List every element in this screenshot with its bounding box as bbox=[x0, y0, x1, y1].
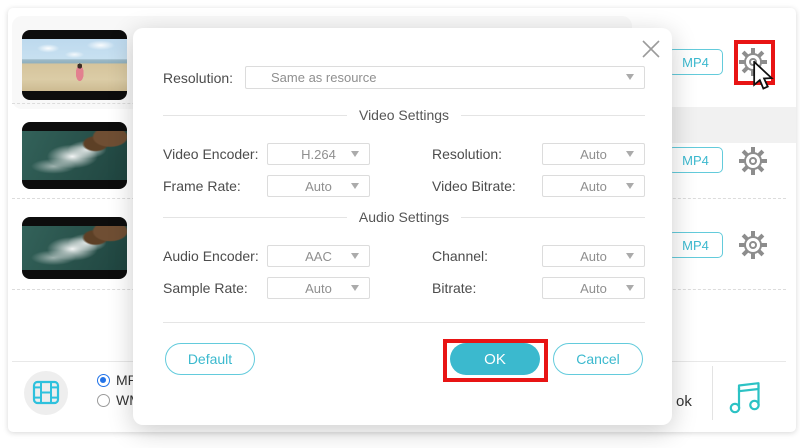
sample-rate-dropdown[interactable]: Auto bbox=[267, 277, 370, 299]
cancel-button[interactable]: Cancel bbox=[553, 343, 643, 375]
music-note-icon[interactable] bbox=[727, 379, 764, 415]
dropdown-arrow-icon bbox=[626, 183, 634, 189]
format-button-mp4-row2[interactable]: MP4 bbox=[668, 147, 723, 173]
frame-rate-label: Frame Rate: bbox=[163, 178, 241, 194]
dropdown-arrow-icon bbox=[626, 74, 634, 80]
dropdown-arrow-icon bbox=[351, 183, 359, 189]
audio-encoder-label: Audio Encoder: bbox=[163, 248, 259, 264]
video-thumbnail-3[interactable] bbox=[22, 217, 127, 279]
resolution-value: Same as resource bbox=[271, 70, 377, 85]
video-settings-title: Video Settings bbox=[358, 107, 450, 123]
footer-divider bbox=[163, 322, 645, 323]
gear-icon-row3[interactable] bbox=[738, 230, 768, 260]
bitrate-label: Bitrate: bbox=[432, 280, 477, 296]
format-button-mp4-row3[interactable]: MP4 bbox=[668, 232, 723, 258]
gear-icon-row2[interactable] bbox=[738, 146, 768, 176]
video-thumbnail-1[interactable] bbox=[22, 30, 127, 100]
dropdown-arrow-icon bbox=[351, 285, 359, 291]
video-encoder-dropdown[interactable]: H.264 bbox=[267, 143, 370, 165]
dropdown-arrow-icon bbox=[351, 151, 359, 157]
waves-thumbnail-image bbox=[22, 226, 127, 270]
film-icon-circle bbox=[24, 371, 68, 415]
dropdown-arrow-icon bbox=[626, 253, 634, 259]
radio-format-mp4[interactable] bbox=[97, 374, 110, 387]
close-icon[interactable] bbox=[638, 36, 664, 62]
resolution-dropdown[interactable]: Same as resource bbox=[245, 66, 645, 89]
video-thumbnail-2[interactable] bbox=[22, 122, 127, 189]
audio-settings-header: Audio Settings bbox=[163, 209, 646, 225]
audio-settings-title: Audio Settings bbox=[358, 209, 450, 225]
video-bitrate-label: Video Bitrate: bbox=[432, 178, 516, 194]
beach-thumbnail-image bbox=[22, 39, 127, 91]
ok-annotation-box bbox=[443, 339, 548, 382]
dropdown-arrow-icon bbox=[351, 253, 359, 259]
bottom-bar-vertical-divider bbox=[712, 366, 713, 420]
frame-rate-dropdown[interactable]: Auto bbox=[267, 175, 370, 197]
default-button[interactable]: Default bbox=[165, 343, 255, 375]
format-button-mp4-row1[interactable]: MP4 bbox=[668, 49, 723, 75]
radio-format-wmv[interactable] bbox=[97, 394, 110, 407]
video-settings-header: Video Settings bbox=[163, 107, 645, 123]
resolution2-label: Resolution: bbox=[432, 146, 503, 162]
channel-dropdown[interactable]: Auto bbox=[542, 245, 645, 267]
film-icon bbox=[32, 380, 60, 405]
bitrate-dropdown[interactable]: Auto bbox=[542, 277, 645, 299]
video-bitrate-dropdown[interactable]: Auto bbox=[542, 175, 645, 197]
channel-label: Channel: bbox=[432, 248, 489, 264]
dropdown-arrow-icon bbox=[626, 151, 634, 157]
partial-save-path-text: ok bbox=[676, 393, 692, 410]
cursor-icon bbox=[753, 61, 774, 90]
sample-rate-label: Sample Rate: bbox=[163, 280, 248, 296]
waves-thumbnail-image bbox=[22, 131, 127, 180]
dropdown-arrow-icon bbox=[626, 285, 634, 291]
resolution2-dropdown[interactable]: Auto bbox=[542, 143, 645, 165]
ok-button[interactable]: OK bbox=[450, 343, 540, 375]
audio-encoder-dropdown[interactable]: AAC bbox=[267, 245, 370, 267]
gear-icon-row1[interactable] bbox=[738, 47, 768, 77]
resolution-label: Resolution: bbox=[163, 70, 234, 86]
video-encoder-label: Video Encoder: bbox=[163, 146, 259, 162]
output-settings-dialog: Resolution: Same as resource Video Setti… bbox=[133, 28, 672, 425]
